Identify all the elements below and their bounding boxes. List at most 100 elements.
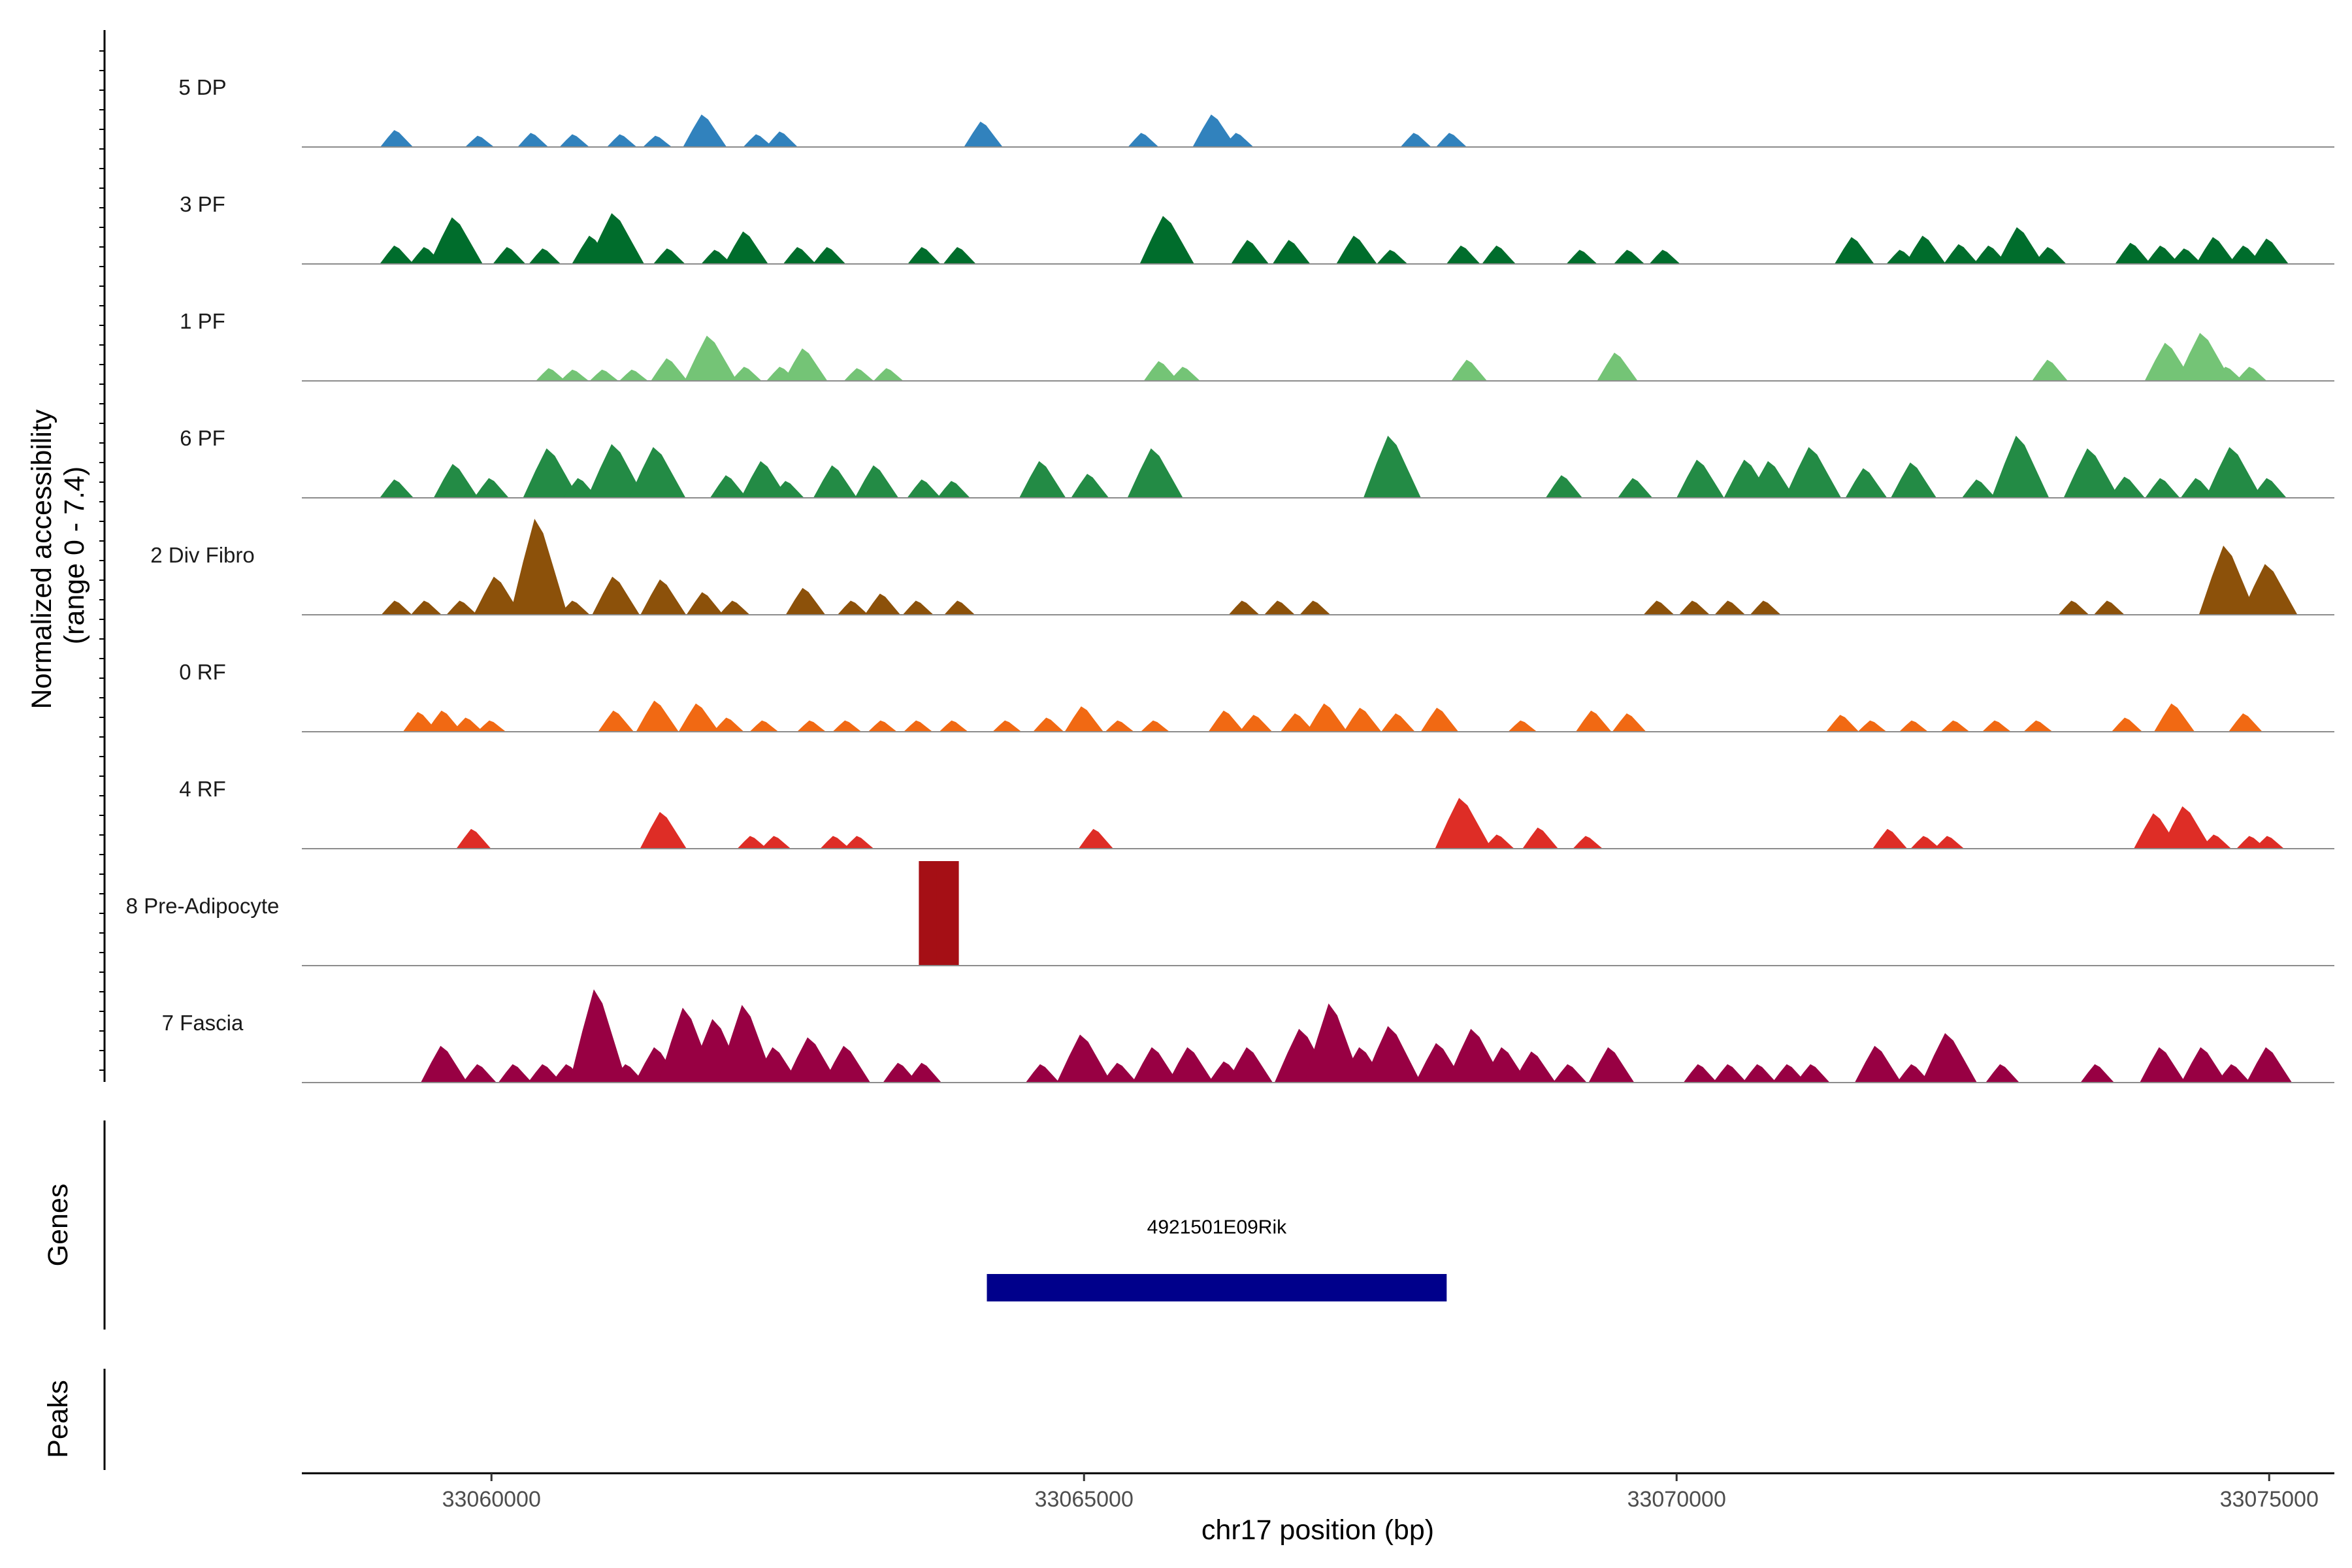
coverage-peak [1435, 798, 1492, 849]
coverage-peak [619, 369, 648, 381]
coverage-peak [653, 248, 685, 264]
coverage-peak [589, 369, 619, 381]
coverage-peak [1910, 836, 1940, 849]
coverage-peak [1748, 461, 1795, 498]
track-5-dp: 5 DP [178, 75, 2334, 148]
coverage-peak [2181, 1047, 2227, 1083]
track-label: 6 PF [180, 426, 225, 450]
coverage-peak [1742, 1064, 1777, 1083]
coverage-peak [820, 836, 851, 849]
coverage-peak [1307, 703, 1348, 732]
coverage-peak [1985, 1064, 2019, 1083]
coverage-peak [1343, 708, 1382, 732]
coverage-peak [1228, 600, 1260, 615]
track-label: 7 Fascia [162, 1011, 244, 1035]
coverage-peak [1377, 250, 1408, 264]
coverage-peak [2200, 834, 2232, 849]
coverage-peak [1482, 245, 1516, 264]
coverage-peak [1575, 710, 1612, 732]
coverage-peak [883, 1062, 918, 1083]
coverage-peak [740, 461, 788, 498]
coverage-peak [1381, 713, 1415, 732]
coverage-peak [919, 861, 941, 966]
coverage-peak [1025, 1064, 1060, 1083]
coverage-peak [1940, 720, 1970, 732]
coverage-peak [944, 600, 975, 615]
coverage-peak [1974, 245, 2008, 264]
coverage-peak [2212, 367, 2244, 381]
coverage-peak [939, 720, 968, 732]
coverage-peak [785, 1037, 838, 1083]
coverage-peak [1714, 600, 1746, 615]
coverage-peak [1835, 237, 1874, 264]
coverage-peak [528, 1064, 562, 1083]
coverage-peak [456, 828, 491, 849]
coverage-peak [1192, 114, 1237, 147]
coverage-peak [1649, 250, 1680, 264]
coverage-peak [640, 811, 687, 849]
coverage-peak [1618, 478, 1653, 498]
coverage-peak [498, 1064, 532, 1083]
coverage-peak [1280, 713, 1315, 732]
coverage-peak [1102, 1062, 1137, 1083]
coverage-peak [1071, 474, 1109, 498]
coverage-peak [2109, 476, 2145, 498]
coverage-peak [1921, 1033, 1977, 1083]
coverage-peak [2146, 245, 2180, 264]
coverage-peak [2058, 600, 2089, 615]
track-label: 0 RF [179, 660, 226, 684]
coverage-peak [1033, 717, 1064, 732]
gene-body[interactable] [987, 1274, 1447, 1301]
coverage-peak [743, 134, 774, 147]
coverage-peak [1683, 1064, 1718, 1083]
coverage-peak [730, 367, 762, 381]
coverage-peak [2196, 237, 2236, 264]
coverage-peak [587, 444, 645, 498]
coverage-peak [523, 448, 579, 498]
track-label: 1 PF [180, 309, 225, 333]
coverage-peak [560, 369, 589, 381]
coverage-peak [904, 720, 933, 732]
coverage-peak [1168, 1047, 1214, 1083]
coverage-peak [1854, 1045, 1902, 1083]
coverage-peak [1436, 133, 1467, 147]
track-0-rf: 0 RF [179, 660, 2334, 732]
coverage-peak [1891, 462, 1936, 498]
coverage-peak [587, 213, 644, 264]
coverage-peak [907, 247, 941, 264]
y-axis-title: Normalized accessibility (range 0 - 7.4) [26, 402, 90, 710]
track-2-div-fibro: 2 Div Fibro [150, 519, 2334, 615]
coverage-peak [2063, 448, 2119, 498]
coverage-peak [1141, 720, 1170, 732]
coverage-peak [598, 710, 634, 732]
coverage-peak [1304, 1003, 1362, 1083]
coverage-peak [473, 576, 521, 615]
coverage-peak [2198, 546, 2257, 615]
coverage-peak [1208, 710, 1245, 732]
coverage-peak [559, 600, 590, 615]
coverage-peak [1934, 836, 1965, 849]
coverage-peak [2241, 564, 2298, 615]
coverage-peak [1991, 435, 2050, 498]
coverage-peak [381, 600, 412, 615]
coverage-peak [2033, 247, 2066, 264]
gene-label: 4921501E09Rik [1147, 1217, 1288, 1238]
coverage-peak [1522, 827, 1558, 849]
coverage-peak [1222, 133, 1254, 147]
coverage-peak [592, 576, 640, 615]
coverage-peak [719, 600, 750, 615]
coverage-peak [2254, 836, 2284, 849]
coverage-peak [1363, 1026, 1421, 1083]
coverage-peak [2251, 478, 2287, 498]
coverage-peak [1264, 600, 1296, 615]
coverage-peak [1553, 1064, 1587, 1083]
x-tick-label: 33060000 [442, 1487, 541, 1512]
coverage-peak [686, 592, 723, 615]
coverage-peak [906, 1062, 941, 1083]
coverage-peak [785, 587, 826, 615]
coverage-peak [1169, 367, 1200, 381]
coverage-peak [465, 135, 495, 147]
coverage-peak [771, 481, 804, 498]
coverage-peak [410, 600, 442, 615]
coverage-peak [1482, 1047, 1528, 1083]
